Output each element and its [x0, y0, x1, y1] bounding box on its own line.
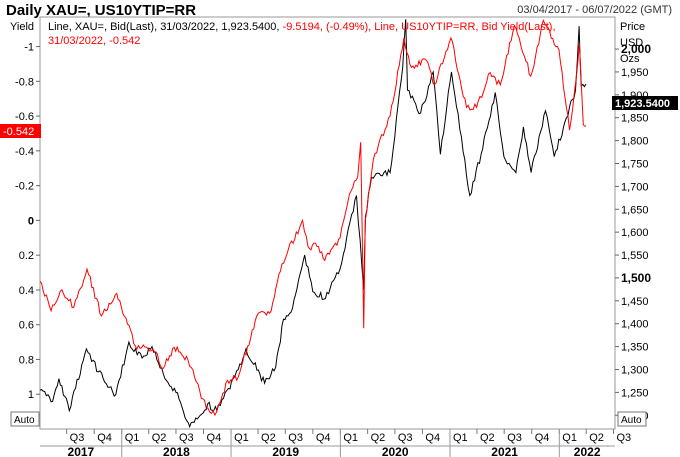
- quarter-label: Q4: [316, 432, 331, 444]
- right-tick-label: 1,450: [621, 296, 649, 308]
- year-label: 2017: [68, 445, 95, 457]
- right-tick-label: 1,400: [621, 319, 649, 331]
- quarter-label: Q4: [207, 432, 222, 444]
- gold-price-line: [39, 19, 587, 429]
- right-axis-title-ozs: Ozs: [620, 53, 640, 65]
- legend-line-2: 31/03/2022, -0.542: [48, 35, 140, 47]
- left-tick-label: 0.2: [19, 250, 34, 262]
- year-label: 2019: [272, 445, 299, 457]
- quarter-label: Q3: [617, 432, 632, 444]
- year-label: 2022: [574, 445, 601, 457]
- svg-text:1,923.5400: 1,923.5400: [615, 98, 670, 110]
- plot-area: [39, 16, 616, 430]
- right-tick-label: 1,650: [621, 204, 649, 216]
- right-tick-label: 2,000: [621, 42, 651, 56]
- right-tick-label: 1,750: [621, 158, 649, 170]
- right-tick-label: 1,600: [621, 227, 649, 239]
- left-tick-label: -0.8: [15, 76, 34, 88]
- right-tick-label: 1,700: [621, 181, 649, 193]
- quarter-label: Q3: [398, 432, 413, 444]
- left-tick-label: 0: [28, 215, 34, 227]
- right-tick-label: 1,500: [621, 271, 651, 285]
- right-axis-title-price: Price: [620, 21, 645, 33]
- quarter-label: Q1: [234, 432, 249, 444]
- quarter-label: Q4: [535, 432, 550, 444]
- quarter-label: Q2: [261, 432, 276, 444]
- quarter-label: Q4: [425, 432, 440, 444]
- quarter-label: Q3: [507, 432, 522, 444]
- quarter-label: Q2: [371, 432, 386, 444]
- year-label: 2020: [382, 445, 409, 457]
- left-axis-title: Yield: [10, 21, 34, 33]
- right-tick-label: 1,300: [621, 364, 649, 376]
- quarter-label: Q4: [97, 432, 112, 444]
- right-tick-label: 1,800: [621, 136, 649, 148]
- left-tick-label: 0.8: [19, 354, 34, 366]
- svg-text:Auto: Auto: [621, 415, 642, 426]
- tips-yield-line: [39, 19, 587, 417]
- left-tick-label: -0.6: [15, 111, 34, 123]
- left-tick-label: 0.6: [19, 320, 34, 332]
- quarter-label: Q2: [589, 432, 604, 444]
- svg-text:Auto: Auto: [14, 415, 35, 426]
- quarter-label: Q2: [480, 432, 495, 444]
- right-auto-button[interactable]: Auto: [617, 411, 647, 427]
- date-range: 03/04/2017 - 06/07/2022 (GMT): [517, 4, 672, 16]
- quarter-label: Q2: [152, 432, 167, 444]
- right-tick-label: 1,850: [621, 113, 649, 125]
- quarter-label: Q3: [179, 432, 194, 444]
- left-auto-button[interactable]: Auto: [10, 411, 40, 427]
- quarter-label: Q3: [70, 432, 85, 444]
- right-tick-label: 1,350: [621, 342, 649, 354]
- year-label: 2021: [491, 445, 518, 457]
- right-tick-label: 1,250: [621, 387, 649, 399]
- quarter-label: Q1: [453, 432, 468, 444]
- year-label: 2018: [163, 445, 190, 457]
- legend-line-1: Line, XAU=, Bid(Last), 31/03/2022, 1,923…: [48, 21, 556, 33]
- quarter-label: Q1: [343, 432, 358, 444]
- left-tick-label: 1: [28, 389, 34, 401]
- chart-title: Daily XAU=, US10YTIP=RR: [6, 2, 197, 19]
- left-tick-label: -1: [24, 42, 34, 54]
- left-tick-label: -0.4: [15, 146, 34, 158]
- price-badge: 1,923.5400: [612, 96, 678, 110]
- left-tick-label: 0.4: [19, 285, 34, 297]
- svg-text:-0.542: -0.542: [3, 126, 34, 138]
- quarter-label: Q1: [562, 432, 577, 444]
- right-tick-label: 1,550: [621, 250, 649, 262]
- yield-badge: -0.542: [0, 124, 41, 138]
- right-axis-title-usd: USD: [620, 37, 643, 49]
- right-tick-label: 1,950: [621, 67, 649, 79]
- quarter-label: Q3: [288, 432, 303, 444]
- quarter-label: Q1: [125, 432, 140, 444]
- left-tick-label: -0.2: [15, 181, 34, 193]
